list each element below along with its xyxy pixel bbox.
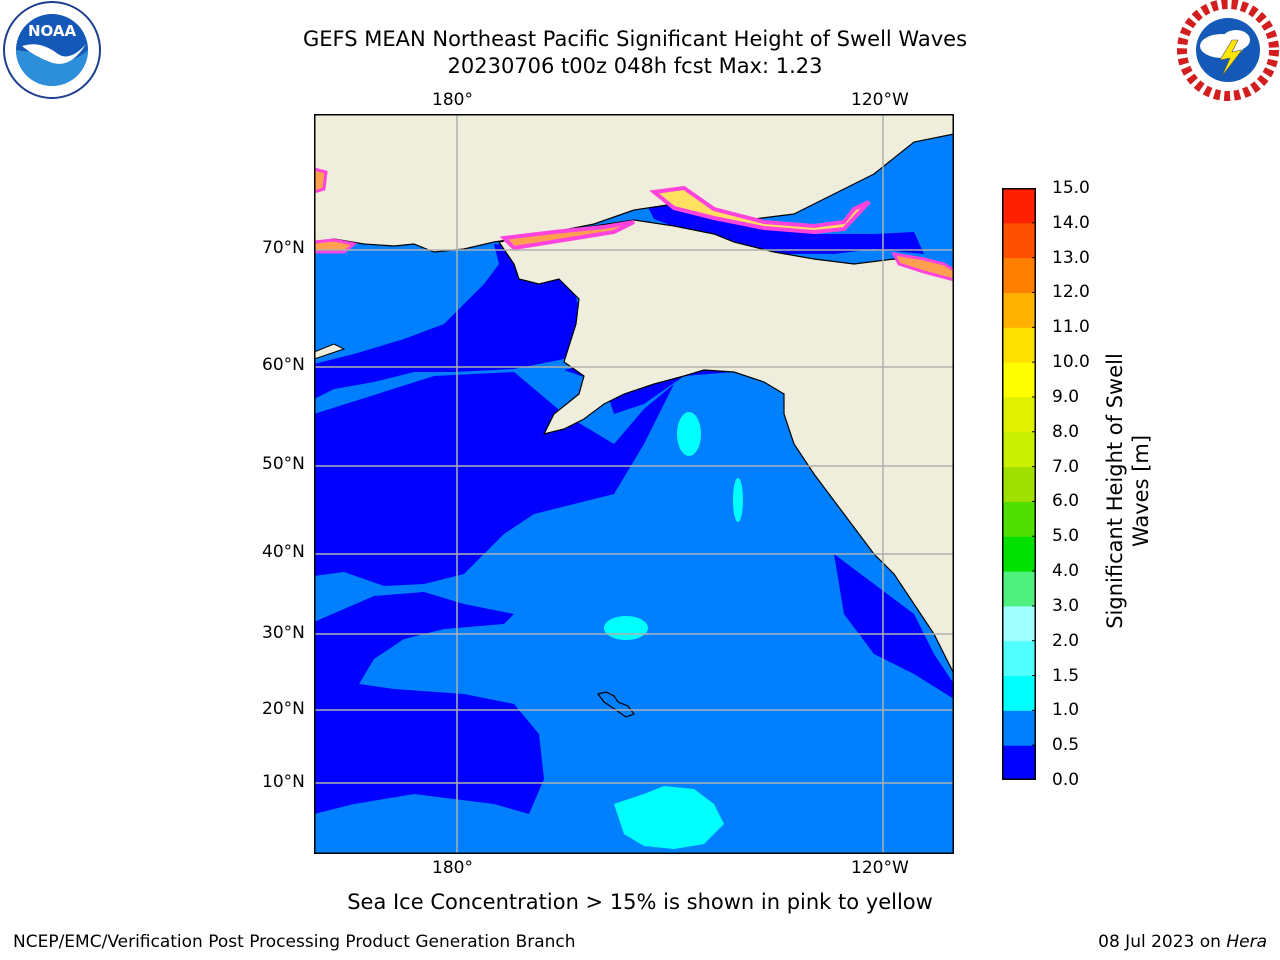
colorbar-tick-label: 1.5 <box>1052 665 1080 686</box>
colorbar-segment <box>1002 431 1036 468</box>
colorbar-segment <box>1002 571 1036 607</box>
swell-patch-2 <box>733 478 743 522</box>
colorbar-tick-label: 9.0 <box>1052 386 1080 407</box>
colorbar-segment <box>1002 257 1036 293</box>
colorbar-segment <box>1002 466 1036 502</box>
colorbar-tick-label: 11.0 <box>1052 317 1090 338</box>
swell-field-bering <box>314 244 584 399</box>
colorbar-segment <box>1002 292 1036 328</box>
colorbar-segment <box>1002 362 1036 398</box>
colorbar-segment <box>1002 396 1036 433</box>
swell-patch-1 <box>677 412 701 456</box>
colorbar-tick-label: 5.0 <box>1052 526 1080 547</box>
colorbar-tick-label: 0.5 <box>1052 735 1080 756</box>
footer-date-text: 08 Jul 2023 on <box>1098 932 1221 952</box>
footer-date: 08 Jul 2023 on Hera <box>1098 932 1267 952</box>
colorbar-segment <box>1002 501 1036 537</box>
sea-ice-beaufort <box>649 185 871 235</box>
sea-ice-note: Sea Ice Concentration > 15% is shown in … <box>347 890 933 914</box>
noaa-logo: NOAA <box>3 1 101 99</box>
colorbar-segment <box>1002 188 1036 224</box>
swell-field-beaufort <box>644 199 924 254</box>
noaa-logo-text: NOAA <box>28 22 77 40</box>
lat-label-60n: 60°N <box>262 355 305 375</box>
colorbar-tick-label: 7.0 <box>1052 456 1080 477</box>
colorbar-title-line2: Waves [m] <box>1129 435 1153 547</box>
colorbar-tick-label: 15.0 <box>1052 178 1090 198</box>
colorbar <box>1002 188 1036 780</box>
lat-label-50n: 50°N <box>262 454 305 474</box>
chart-title: GEFS MEAN Northeast Pacific Significant … <box>302 27 968 51</box>
colorbar-tick-label: 10.0 <box>1052 352 1090 373</box>
nws-logo <box>1177 0 1279 101</box>
chart-subtitle: 20230706 t00z 048h fcst Max: 1.23 <box>447 54 823 78</box>
colorbar-tick-label: 3.0 <box>1052 595 1080 616</box>
colorbar-segment <box>1002 536 1036 572</box>
swell-height-map <box>314 114 954 854</box>
colorbar-tick-label: 8.0 <box>1052 421 1080 442</box>
colorbar-tick-label: 13.0 <box>1052 247 1090 268</box>
graticule <box>314 114 954 854</box>
colorbar-tick-label: 6.0 <box>1052 491 1080 512</box>
lat-label-10n: 10°N <box>262 772 305 792</box>
colorbar-tick-label: 0.0 <box>1052 770 1080 790</box>
swell-field-0-0.5-coast-ca <box>834 554 954 699</box>
colorbar-segment <box>1002 745 1036 780</box>
lon-label-bottom-120w: 120°W <box>851 858 909 878</box>
lat-label-30n: 30°N <box>262 623 305 643</box>
colorbar-segment <box>1002 675 1036 711</box>
colorbar-segment <box>1002 605 1036 642</box>
colorbar-tick-label: 4.0 <box>1052 561 1080 582</box>
sea-ice-nw <box>314 167 328 194</box>
swell-patch-3 <box>604 616 648 640</box>
lat-label-20n: 20°N <box>262 699 305 719</box>
colorbar-segment <box>1002 640 1036 677</box>
colorbar-title-line1: Significant Height of Swell <box>1103 353 1127 629</box>
footer-host: Hera <box>1226 932 1267 952</box>
colorbar-tick-label: 14.0 <box>1052 212 1090 233</box>
sea-ice-chukchi <box>499 220 635 251</box>
colorbar-tick-label: 2.0 <box>1052 630 1080 651</box>
colorbar-segment <box>1002 710 1036 746</box>
land-aleutian-west <box>314 343 346 360</box>
footer-producer: NCEP/EMC/Verification Post Processing Pr… <box>13 932 576 952</box>
lon-label-top-180: 180° <box>432 90 473 110</box>
land-siberia <box>314 114 954 253</box>
colorbar-tick-label: 1.0 <box>1052 700 1080 721</box>
lat-label-70n: 70°N <box>262 238 305 258</box>
colorbar-segment <box>1002 327 1036 363</box>
swell-field-0-0.5-west <box>314 372 674 586</box>
lat-label-40n: 40°N <box>262 542 305 562</box>
sea-ice-west <box>314 238 358 254</box>
colorbar-tick-label: 12.0 <box>1052 282 1090 303</box>
lon-label-top-120w: 120°W <box>851 90 909 110</box>
colorbar-title: Significant Height of Swell Waves [m] <box>1103 353 1153 629</box>
sea-ice-canada <box>891 252 954 282</box>
swell-field-0-0.5-subtropic <box>314 592 544 814</box>
map-frame <box>314 114 954 854</box>
swell-patch-4 <box>614 786 724 849</box>
lon-label-bottom-180: 180° <box>432 858 473 878</box>
colorbar-segment <box>1002 222 1036 259</box>
